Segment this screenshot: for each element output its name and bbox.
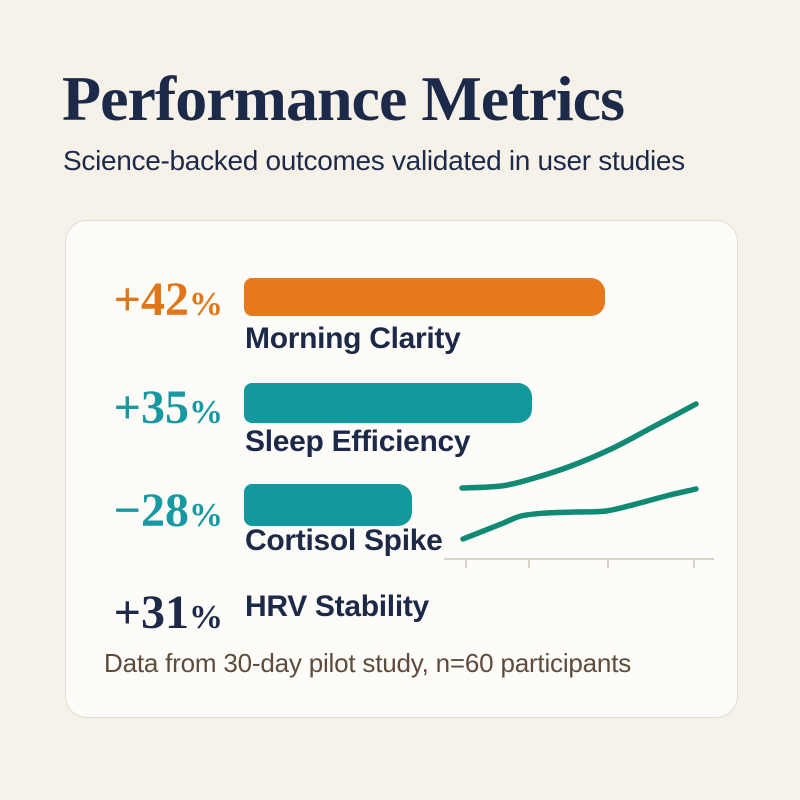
metric-value: +31% bbox=[113, 586, 223, 639]
data-source-note: Data from 30-day pilot study, n=60 parti… bbox=[104, 648, 632, 678]
sparkline-axis bbox=[444, 558, 714, 568]
metric-label: Morning Clarity bbox=[245, 322, 461, 355]
metric-value: +42% bbox=[113, 273, 223, 326]
metric-value: −28% bbox=[113, 484, 223, 537]
metric-value: +35% bbox=[113, 381, 223, 434]
trend-lower-line bbox=[460, 486, 699, 542]
metric-bar bbox=[244, 278, 605, 316]
metric-bar bbox=[244, 484, 412, 526]
metric-bar bbox=[244, 383, 532, 423]
metrics-card: +42% Morning Clarity +35% Sleep Efficien… bbox=[65, 220, 738, 718]
page-title: Performance Metrics bbox=[62, 63, 625, 134]
trend-sparkline bbox=[444, 401, 714, 568]
metric-label: HRV Stability bbox=[245, 590, 429, 623]
metric-label: Sleep Efficiency bbox=[245, 425, 471, 458]
trend-upper-line bbox=[459, 401, 699, 491]
metric-label: Cortisol Spike bbox=[245, 524, 443, 557]
page-subtitle: Science-backed outcomes validated in use… bbox=[63, 145, 685, 176]
